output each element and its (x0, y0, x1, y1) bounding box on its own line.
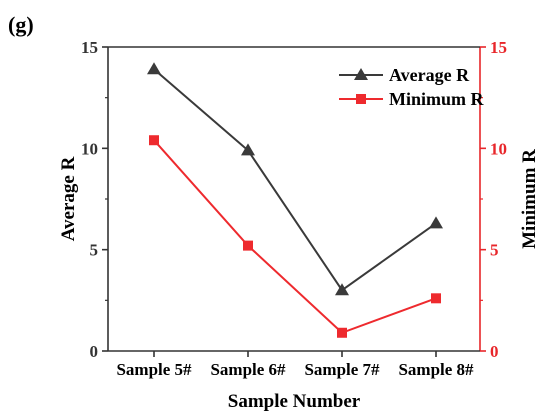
left-y-ticks: 0 5 10 15 (81, 38, 108, 361)
x-tick-label: Sample 7# (304, 360, 380, 379)
left-y-tick-label: 5 (90, 241, 99, 260)
legend: Average R Minimum R (339, 65, 485, 109)
legend-label-average-r: Average R (389, 65, 470, 85)
right-y-tick-label: 5 (490, 241, 499, 260)
legend-square-marker (356, 94, 366, 104)
data-point-minimum-r (149, 135, 159, 146)
right-y-tick-label: 0 (490, 342, 499, 361)
legend-label-minimum-r: Minimum R (389, 89, 485, 109)
legend-item-average-r: Average R (339, 65, 470, 85)
data-point-average-r (241, 143, 255, 156)
left-y-tick-label: 10 (81, 139, 98, 158)
series-layer (147, 62, 443, 338)
y-axis-left-title: Average R (58, 156, 79, 241)
data-point-average-r (429, 216, 443, 229)
series-line-minimum-r (153, 139, 437, 334)
data-point-average-r (147, 62, 161, 75)
left-y-tick-label: 0 (90, 342, 99, 361)
x-tick-label: Sample 6# (210, 360, 286, 379)
right-y-tick-label: 15 (490, 38, 507, 57)
data-point-minimum-r (337, 327, 347, 338)
data-point-average-r (335, 283, 349, 296)
data-point-minimum-r (243, 240, 253, 251)
x-tick-label: Sample 8# (398, 360, 474, 379)
right-y-tick-label: 10 (490, 139, 507, 158)
legend-triangle-marker (354, 68, 368, 80)
x-ticks: Sample 5# Sample 6# Sample 7# Sample 8# (116, 351, 474, 379)
x-tick-label: Sample 5# (116, 360, 192, 379)
right-y-ticks: 0 5 10 15 (480, 38, 507, 361)
panel-label: (g) (8, 12, 34, 37)
legend-item-minimum-r: Minimum R (339, 89, 485, 109)
x-axis-title: Sample Number (228, 391, 361, 412)
data-point-minimum-r (431, 293, 441, 304)
series-line-average-r (153, 68, 437, 292)
left-y-tick-label: 15 (81, 38, 98, 57)
y-axis-right-title: Minimum R (519, 149, 540, 249)
